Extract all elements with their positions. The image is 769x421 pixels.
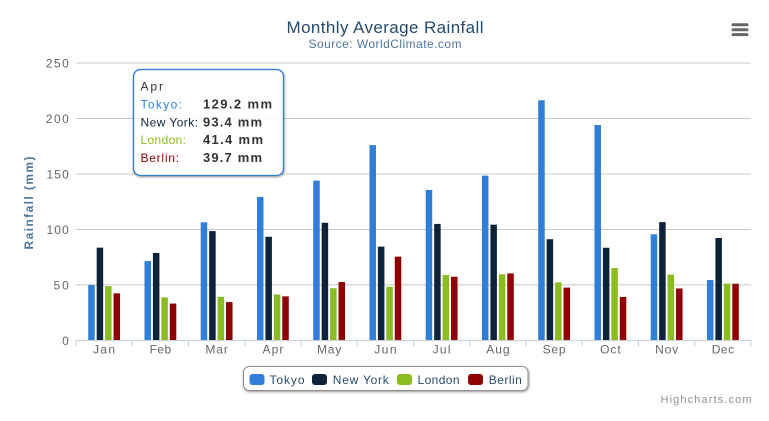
svg-text:Rainfall (mm): Rainfall (mm)	[22, 157, 36, 250]
svg-text:Monthly Average Rainfall: Monthly Average Rainfall	[287, 18, 484, 37]
svg-text:41.4 mm: 41.4 mm	[203, 132, 263, 147]
svg-text:50: 50	[54, 279, 70, 293]
svg-text:Berlin:: Berlin:	[141, 151, 180, 165]
svg-text:200: 200	[46, 112, 69, 126]
svg-text:Oct: Oct	[600, 343, 621, 357]
svg-text:Sep: Sep	[543, 343, 566, 357]
svg-text:Source: WorldClimate.com: Source: WorldClimate.com	[309, 37, 462, 51]
svg-text:London: London	[418, 373, 460, 387]
svg-text:New York: New York	[333, 373, 390, 387]
svg-text:Apr: Apr	[262, 343, 283, 357]
svg-text:129.2 mm: 129.2 mm	[203, 97, 272, 112]
svg-text:Feb: Feb	[150, 343, 172, 357]
svg-text:Berlin: Berlin	[489, 373, 522, 387]
svg-text:150: 150	[47, 168, 70, 182]
svg-text:Dec: Dec	[712, 343, 734, 357]
svg-text:250: 250	[46, 57, 69, 71]
svg-text:39.7 mm: 39.7 mm	[203, 150, 262, 165]
svg-text:Tokyo:: Tokyo:	[141, 98, 183, 112]
svg-text:Apr: Apr	[141, 79, 164, 93]
svg-text:Jun: Jun	[374, 343, 396, 357]
svg-text:100: 100	[47, 223, 70, 237]
svg-text:May: May	[317, 343, 341, 357]
svg-text:Nov: Nov	[655, 343, 678, 357]
svg-text:Aug: Aug	[486, 343, 509, 357]
svg-text:Highcharts.com: Highcharts.com	[661, 394, 752, 406]
svg-text:Tokyo: Tokyo	[270, 373, 305, 387]
svg-text:Jul: Jul	[433, 343, 451, 357]
svg-text:Mar: Mar	[205, 343, 228, 357]
svg-text:New York:: New York:	[141, 115, 199, 129]
svg-text:93.4 mm: 93.4 mm	[203, 114, 262, 129]
svg-text:Jan: Jan	[93, 343, 115, 357]
svg-text:0: 0	[62, 334, 69, 348]
svg-text:London:: London:	[141, 133, 187, 147]
